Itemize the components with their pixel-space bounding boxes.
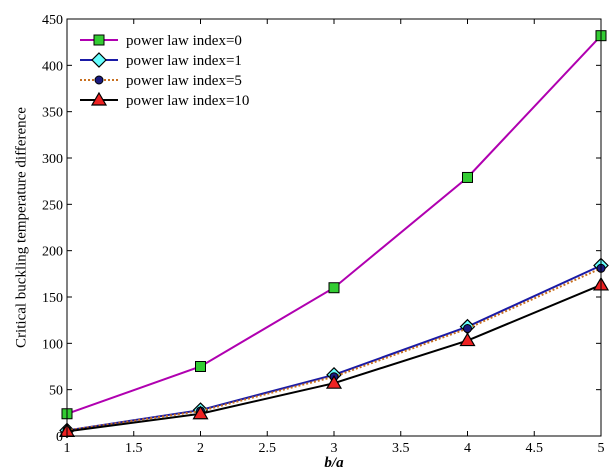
legend-marker <box>93 34 105 46</box>
y-tick-label: 400 <box>42 59 63 74</box>
y-tick-label: 100 <box>42 337 63 352</box>
x-tick-label: 5 <box>598 441 605 456</box>
data-point <box>459 332 476 347</box>
legend-label: power law index=5 <box>126 73 242 89</box>
y-tick-label: 300 <box>42 152 63 167</box>
x-tick-label: 2.5 <box>259 441 277 456</box>
axes-layer: 1 1.5 2 2.5 3 3.5 4 4.5 505010015020025030035040… <box>42 13 605 456</box>
legend: power law index=0 power law index=1 power … <box>80 33 249 109</box>
legend-entry: power law index=10 <box>80 91 249 109</box>
y-tick-label: 450 <box>42 13 63 28</box>
x-tick-label: 1 <box>64 441 71 456</box>
x-axis-title: b/a <box>324 455 344 471</box>
data-point <box>463 324 472 334</box>
x-tick-label: 4.5 <box>526 441 544 456</box>
data-point <box>328 282 340 294</box>
data-point <box>325 374 343 389</box>
y-tick-label: 150 <box>42 291 63 306</box>
legend-label: power law index=0 <box>126 33 242 49</box>
legend-label: power law index=10 <box>126 93 249 109</box>
legend-marker <box>90 91 108 106</box>
x-tick-label: 2 <box>197 441 204 456</box>
y-tick-label: 250 <box>42 198 63 213</box>
plot-background <box>67 19 601 436</box>
y-axis-title: Critical buckling temperature difference <box>13 107 29 348</box>
legend-entry: power law index=5 <box>80 73 242 89</box>
x-tick-label: 1.5 <box>125 441 143 456</box>
legend-marker <box>91 52 107 68</box>
x-tick-label: 4 <box>464 441 471 456</box>
series-layer <box>58 30 610 439</box>
legend-label: power law index=1 <box>126 53 242 69</box>
y-tick-label: 0 <box>56 430 63 445</box>
legend-marker <box>94 75 104 85</box>
data-point <box>192 405 209 420</box>
legend-entry: power law index=1 <box>80 52 242 69</box>
legend-entry: power law index=0 <box>80 33 242 49</box>
x-tick-label: 3.5 <box>392 441 410 456</box>
plot-frame <box>66 18 602 437</box>
data-point <box>195 361 206 372</box>
y-tick-label: 200 <box>42 245 63 260</box>
data-point <box>462 171 473 183</box>
x-tick-label: 3 <box>331 441 338 456</box>
y-tick-label: 50 <box>49 384 63 399</box>
plot-area <box>67 19 601 436</box>
y-tick-label: 350 <box>42 106 63 121</box>
